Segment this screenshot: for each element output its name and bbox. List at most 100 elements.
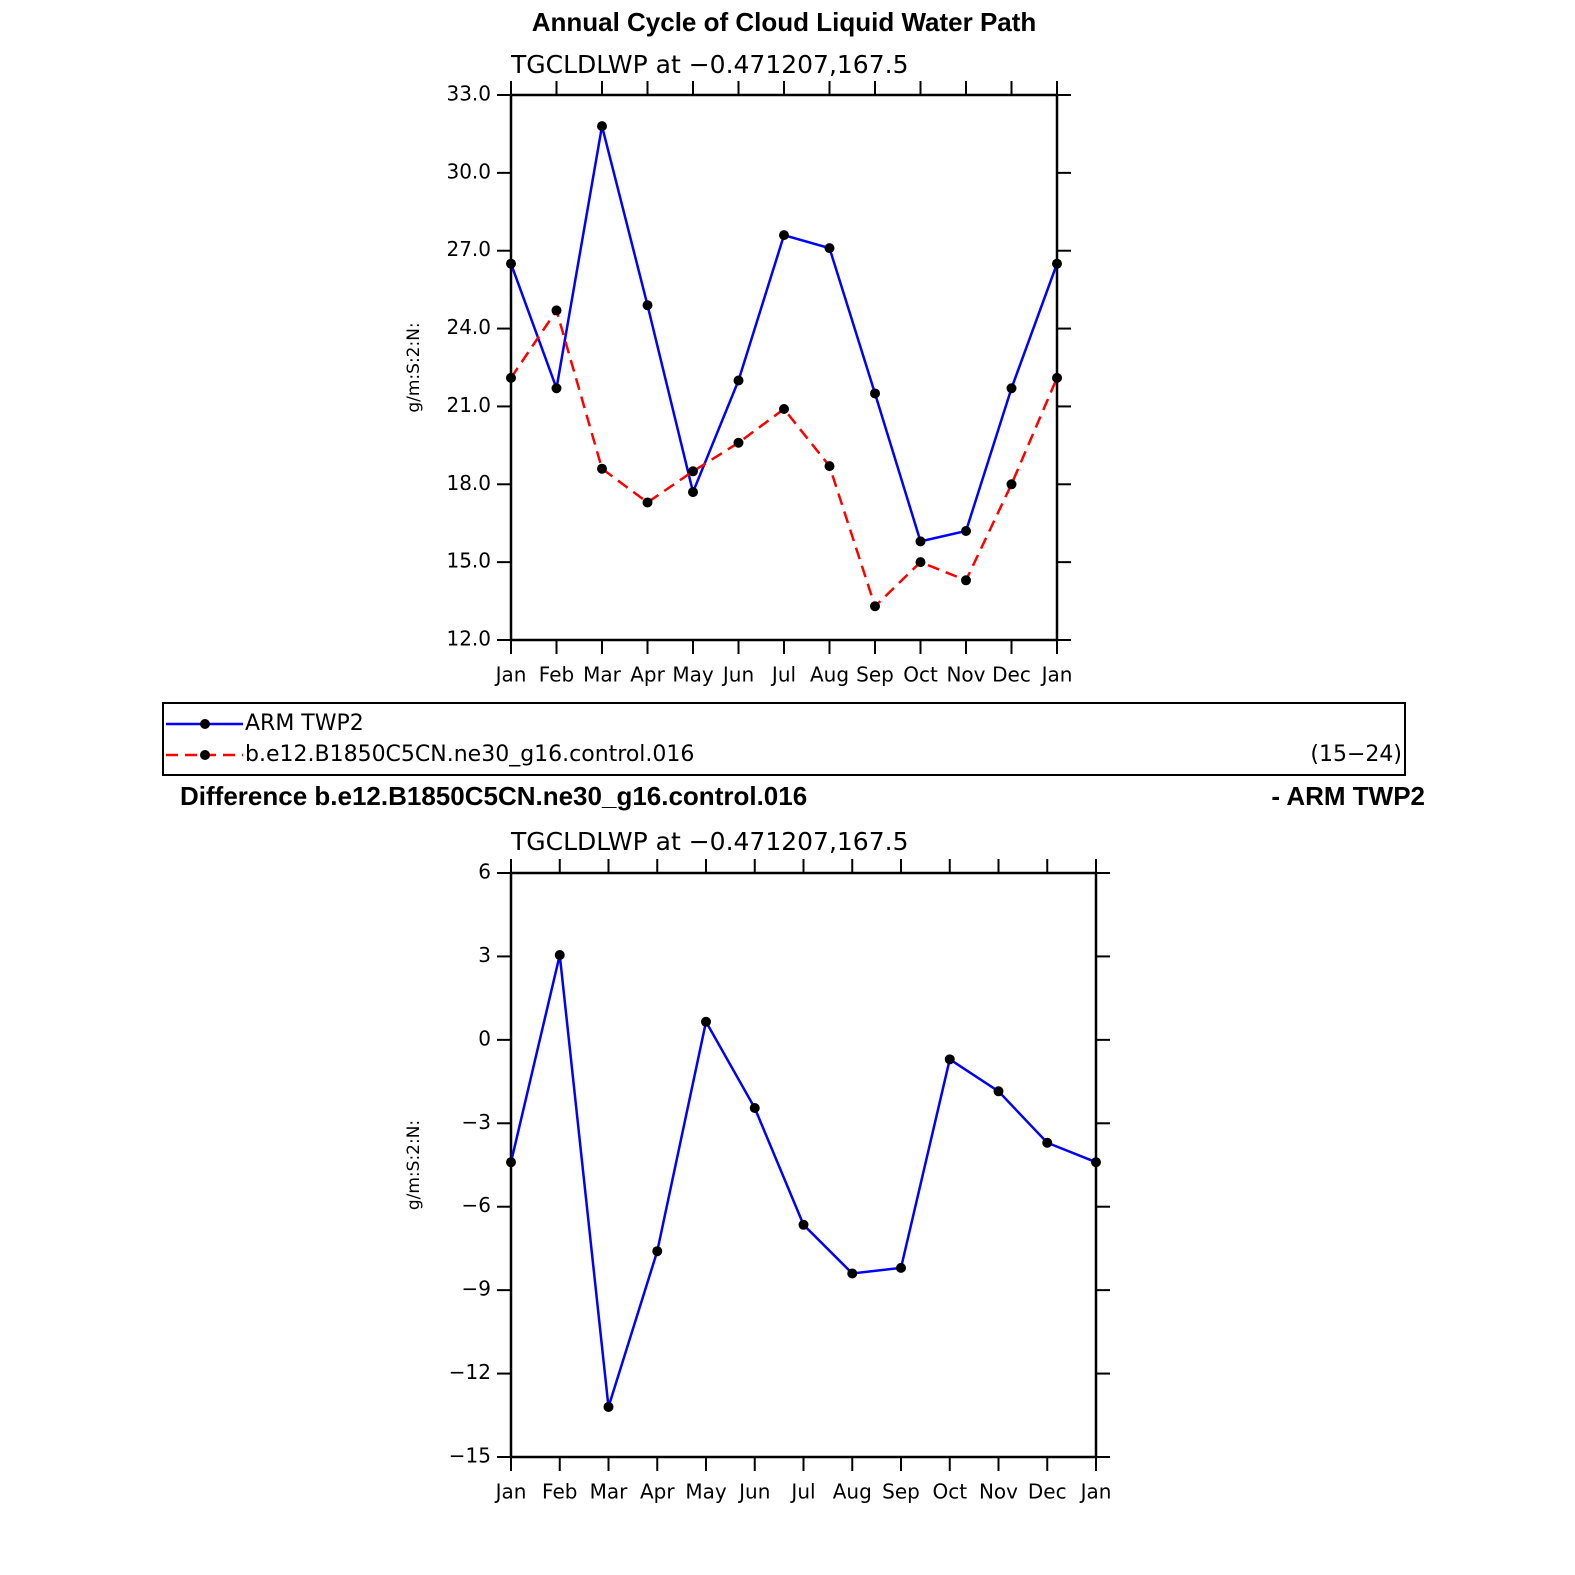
- x-tick-label: Aug: [833, 1480, 872, 1504]
- x-tick-label: Jul: [789, 1480, 815, 1504]
- data-point: [824, 243, 835, 254]
- x-tick-label: Jan: [1040, 663, 1073, 687]
- data-point: [779, 404, 789, 415]
- x-tick-label: May: [685, 1480, 727, 1504]
- x-tick-label: Mar: [590, 1480, 629, 1504]
- data-point: [961, 526, 971, 536]
- x-tick-label: Apr: [630, 663, 665, 687]
- x-tick-label: Oct: [932, 1480, 967, 1504]
- series-line: [509, 954, 1097, 1408]
- data-point: [870, 388, 880, 399]
- data-point: [597, 121, 607, 132]
- chart-subtitle: TGCLDLWP at −0.471207,167.5: [510, 50, 908, 79]
- legend-marker: [200, 719, 210, 729]
- x-tick-label: Sep: [882, 1480, 920, 1504]
- data-point: [1052, 258, 1062, 269]
- legend-marker: [200, 750, 210, 760]
- data-point: [944, 1054, 955, 1065]
- data-point: [597, 463, 607, 474]
- x-tick-label: Sep: [856, 663, 894, 687]
- y-tick-label: 24.0: [446, 315, 491, 339]
- data-point: [749, 1102, 760, 1113]
- y-tick-label: 27.0: [446, 237, 491, 261]
- data-point: [554, 950, 565, 961]
- y-tick-label: −15: [449, 1444, 491, 1468]
- data-point: [870, 601, 880, 612]
- chart-title: Annual Cycle of Cloud Liquid Water Path: [532, 7, 1037, 37]
- data-point: [915, 557, 926, 568]
- x-tick-label: Oct: [903, 663, 938, 687]
- x-tick-label: Jan: [1079, 1480, 1112, 1504]
- data-point: [642, 300, 653, 311]
- x-tick-label: Jan: [494, 1480, 527, 1504]
- data-point: [733, 375, 744, 386]
- x-tick-label: Feb: [542, 1480, 577, 1504]
- data-point: [642, 497, 653, 508]
- data-point: [688, 487, 698, 498]
- chart-title-right: - ARM TWP2: [1271, 781, 1425, 811]
- data-point: [506, 1157, 516, 1168]
- y-tick-label: 15.0: [446, 549, 491, 573]
- series-line: [509, 125, 1059, 543]
- data-point: [551, 305, 562, 316]
- chart: Difference b.e12.B1850C5CN.ne30_g16.cont…: [180, 781, 1425, 1504]
- data-point: [551, 383, 562, 394]
- y-tick-label: 21.0: [446, 393, 491, 417]
- data-point: [506, 258, 516, 269]
- x-tick-label: Dec: [1028, 1480, 1067, 1504]
- y-tick-label: 12.0: [446, 627, 491, 651]
- x-tick-label: Dec: [992, 663, 1031, 687]
- y-tick-label: −3: [462, 1110, 491, 1134]
- data-point: [1006, 479, 1017, 490]
- legend-label: ARM TWP2: [245, 711, 364, 736]
- data-point: [915, 536, 926, 547]
- data-point: [779, 230, 789, 241]
- data-point: [1042, 1137, 1053, 1148]
- y-tick-label: 0: [478, 1026, 491, 1050]
- data-point: [1052, 372, 1062, 383]
- series-line: [509, 307, 1059, 609]
- chart-subtitle: TGCLDLWP at −0.471207,167.5: [510, 827, 908, 856]
- x-tick-label: Feb: [539, 663, 574, 687]
- data-point: [798, 1219, 809, 1230]
- plot-frame: [509, 93, 1059, 642]
- data-point: [688, 466, 698, 477]
- data-point: [506, 372, 516, 383]
- x-tick-label: Jul: [770, 663, 796, 687]
- data-point: [1091, 1157, 1101, 1168]
- y-tick-label: 6: [478, 860, 491, 884]
- data-point: [847, 1268, 858, 1279]
- y-tick-label: 18.0: [446, 471, 491, 495]
- y-tick-label: −9: [462, 1277, 491, 1301]
- legend-note: (15−24): [1310, 742, 1402, 767]
- x-tick-label: Jun: [737, 1480, 770, 1504]
- data-point: [1006, 383, 1017, 394]
- data-point: [961, 575, 971, 586]
- y-tick-label: −12: [449, 1360, 491, 1384]
- data-point: [993, 1086, 1004, 1097]
- chart-title: Difference b.e12.B1850C5CN.ne30_g16.cont…: [180, 781, 807, 811]
- y-axis-label: g/m:S:2:N:: [404, 1120, 424, 1210]
- y-axis-label: g/m:S:2:N:: [404, 322, 424, 412]
- data-point: [701, 1016, 711, 1027]
- chart: Annual Cycle of Cloud Liquid Water Path T…: [162, 7, 1406, 776]
- data-point: [824, 461, 835, 472]
- x-tick-label: Jan: [494, 663, 527, 687]
- x-tick-label: Apr: [640, 1480, 675, 1504]
- x-tick-label: Mar: [583, 663, 622, 687]
- x-tick-label: Aug: [810, 663, 849, 687]
- y-tick-label: 30.0: [446, 159, 491, 183]
- data-point: [652, 1246, 663, 1257]
- x-tick-label: Nov: [979, 1480, 1018, 1504]
- y-tick-label: −6: [462, 1193, 491, 1217]
- x-tick-label: Nov: [946, 663, 985, 687]
- y-tick-label: 33.0: [446, 82, 491, 106]
- x-tick-label: Jun: [721, 663, 754, 687]
- data-point: [896, 1262, 906, 1273]
- plot-frame: [509, 871, 1098, 1459]
- data-point: [603, 1401, 614, 1412]
- y-tick-label: 3: [478, 943, 491, 967]
- x-tick-label: May: [672, 663, 714, 687]
- data-point: [733, 437, 744, 448]
